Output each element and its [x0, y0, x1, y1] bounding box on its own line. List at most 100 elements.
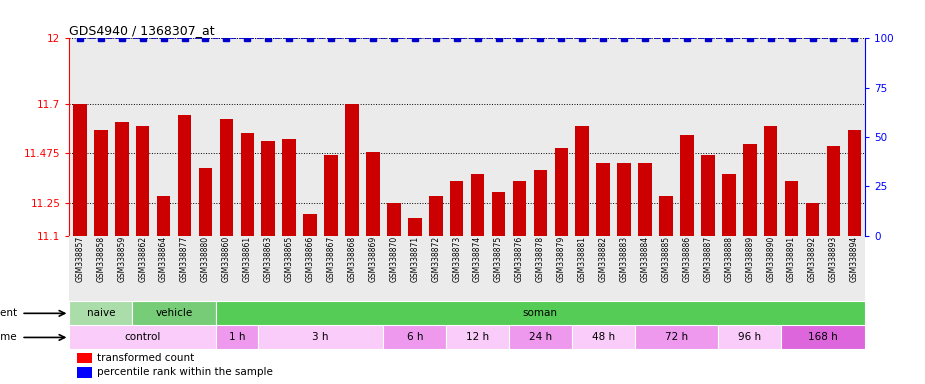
Text: GSM338861: GSM338861 [243, 235, 252, 282]
Text: GSM338867: GSM338867 [327, 235, 336, 282]
Text: 168 h: 168 h [808, 333, 838, 343]
Bar [450, 181, 463, 235]
Text: 24 h: 24 h [529, 333, 552, 343]
Bar [216, 301, 865, 325]
Bar [847, 131, 861, 235]
Bar [575, 126, 589, 235]
Bar [78, 367, 92, 378]
Bar [534, 170, 548, 235]
Bar [429, 196, 442, 235]
Text: 48 h: 48 h [592, 333, 615, 343]
Text: GSM338878: GSM338878 [536, 235, 545, 282]
Bar [69, 301, 132, 325]
Bar [827, 146, 840, 235]
Bar [262, 141, 275, 235]
Bar [383, 325, 446, 349]
Text: control: control [125, 333, 161, 343]
Text: GSM338881: GSM338881 [578, 235, 586, 281]
Bar [156, 196, 170, 235]
Bar [136, 126, 150, 235]
Text: GSM338866: GSM338866 [305, 235, 314, 282]
Bar [219, 119, 233, 235]
Text: GSM338889: GSM338889 [746, 235, 754, 282]
Text: 96 h: 96 h [738, 333, 761, 343]
Bar [638, 163, 652, 235]
Text: GSM338886: GSM338886 [683, 235, 691, 282]
Text: GSM338870: GSM338870 [389, 235, 399, 282]
Bar [512, 181, 526, 235]
Text: soman: soman [523, 308, 558, 318]
Bar [282, 139, 296, 235]
Text: 72 h: 72 h [665, 333, 688, 343]
Bar [722, 174, 735, 235]
Bar [781, 325, 865, 349]
Text: GSM338857: GSM338857 [75, 235, 84, 282]
Bar [303, 214, 317, 235]
Bar [178, 115, 191, 235]
Bar [660, 196, 672, 235]
Bar [509, 325, 572, 349]
Bar [597, 163, 610, 235]
Bar [258, 325, 383, 349]
Bar [78, 353, 92, 363]
Text: GSM338860: GSM338860 [222, 235, 231, 282]
Text: GSM338869: GSM338869 [368, 235, 377, 282]
Bar [635, 325, 719, 349]
Text: GSM338863: GSM338863 [264, 235, 273, 282]
Text: 12 h: 12 h [466, 333, 489, 343]
Bar [345, 104, 359, 235]
Text: 1 h: 1 h [228, 333, 245, 343]
Text: GSM338883: GSM338883 [620, 235, 629, 282]
Bar [325, 154, 338, 235]
Text: GSM338872: GSM338872 [431, 235, 440, 282]
Text: naive: naive [87, 308, 115, 318]
Text: 6 h: 6 h [407, 333, 423, 343]
Bar [366, 152, 380, 235]
Text: GSM338888: GSM338888 [724, 235, 734, 281]
Bar [617, 163, 631, 235]
Bar [240, 132, 254, 235]
Text: GSM338879: GSM338879 [557, 235, 566, 282]
Bar [492, 192, 505, 235]
Bar [446, 325, 509, 349]
Text: GSM338882: GSM338882 [598, 235, 608, 281]
Text: time: time [0, 333, 17, 343]
Bar [471, 174, 485, 235]
Bar [69, 325, 216, 349]
Bar [554, 148, 568, 235]
Bar [73, 104, 87, 235]
Bar [806, 203, 820, 235]
Text: GSM338862: GSM338862 [138, 235, 147, 282]
Bar [387, 203, 401, 235]
Text: transformed count: transformed count [97, 353, 194, 363]
Text: GSM338877: GSM338877 [180, 235, 189, 282]
Bar [94, 131, 107, 235]
Bar [572, 325, 635, 349]
Text: agent: agent [0, 308, 17, 318]
Text: GSM338893: GSM338893 [829, 235, 838, 282]
Text: GSM338884: GSM338884 [641, 235, 649, 282]
Text: GSM338890: GSM338890 [766, 235, 775, 282]
Bar [701, 154, 715, 235]
Bar [132, 301, 216, 325]
Text: GSM338873: GSM338873 [452, 235, 462, 282]
Text: GDS4940 / 1368307_at: GDS4940 / 1368307_at [69, 24, 215, 37]
Text: GSM338868: GSM338868 [348, 235, 356, 282]
Text: percentile rank within the sample: percentile rank within the sample [97, 367, 273, 377]
Text: GSM338858: GSM338858 [96, 235, 105, 282]
Bar [408, 218, 422, 235]
Text: GSM338891: GSM338891 [787, 235, 796, 282]
Text: GSM338864: GSM338864 [159, 235, 168, 282]
Text: 3 h: 3 h [313, 333, 328, 343]
Bar [199, 168, 212, 235]
Bar [743, 144, 757, 235]
Bar [764, 126, 778, 235]
Text: GSM338885: GSM338885 [661, 235, 671, 282]
Text: GSM338875: GSM338875 [494, 235, 503, 282]
Bar [216, 325, 258, 349]
Text: GSM338892: GSM338892 [808, 235, 817, 282]
Text: GSM338865: GSM338865 [285, 235, 293, 282]
Text: GSM338859: GSM338859 [117, 235, 126, 282]
Text: GSM338876: GSM338876 [515, 235, 524, 282]
Text: GSM338871: GSM338871 [411, 235, 419, 282]
